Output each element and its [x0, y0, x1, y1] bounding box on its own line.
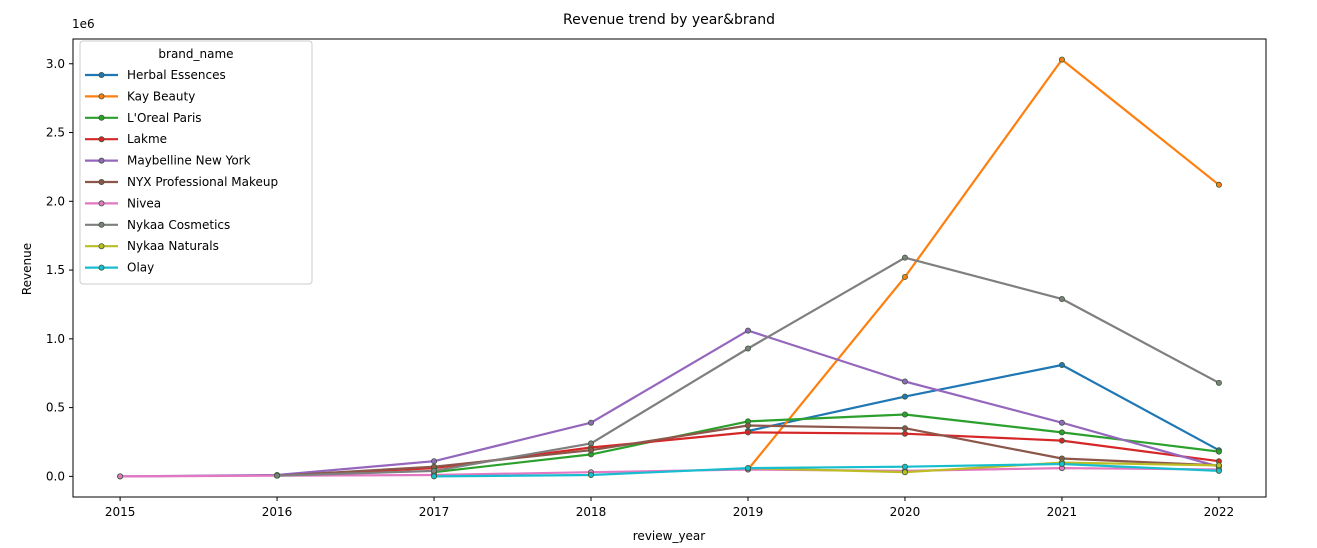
legend-label: Kay Beauty [127, 89, 195, 103]
y-tick-label: 1.0 [46, 332, 65, 346]
legend-items: Herbal Essences Kay Beauty L'Oreal Paris La… [85, 68, 278, 275]
data-point [744, 429, 751, 436]
legend-label: Nivea [127, 196, 161, 210]
x-tick-label: 2021 [1047, 505, 1078, 519]
data-point [1058, 460, 1065, 467]
data-point [901, 393, 908, 400]
legend-label: L'Oreal Paris [127, 111, 202, 125]
data-point [901, 411, 908, 418]
data-point [1058, 295, 1065, 302]
data-point [1058, 419, 1065, 426]
data-point [901, 430, 908, 437]
data-point [1058, 429, 1065, 436]
legend-marker [98, 178, 105, 185]
series-line-nykaa-naturals [747, 461, 1219, 474]
data-point [901, 378, 908, 385]
series-nykaa-cosmetics [274, 254, 1222, 479]
y-axis-offset-label: 1e6 [72, 17, 95, 31]
data-point [901, 463, 908, 470]
data-point [1215, 462, 1222, 469]
data-point [274, 472, 281, 479]
legend-marker [98, 243, 105, 250]
legend-box [79, 40, 313, 285]
legend-label: NYX Professional Makeup [127, 175, 278, 189]
y-tick-label: 2.0 [46, 194, 65, 208]
data-point [1215, 448, 1222, 455]
x-axis: 2015 2016 2017 2018 2019 2020 2021 2022 [105, 497, 1234, 519]
x-axis-label: review_year [633, 529, 706, 543]
x-tick-label: 2020 [890, 505, 921, 519]
legend-title: brand_name [158, 47, 233, 61]
legend-marker [98, 72, 105, 79]
data-point [744, 327, 751, 334]
legend-marker [98, 93, 105, 100]
data-point [901, 425, 908, 432]
plot-area: 2015 2016 2017 2018 2019 2020 2021 2022 0.0 0.5 1… [46, 38, 1267, 519]
legend-marker [98, 264, 105, 271]
data-point [588, 447, 595, 454]
legend-label: Olay [127, 261, 154, 275]
legend: brand_name Herbal Essences Kay Beauty L'Or… [79, 40, 313, 285]
x-tick-label: 2022 [1204, 505, 1235, 519]
x-tick-label: 2015 [105, 505, 136, 519]
data-point [744, 422, 751, 429]
legend-marker [98, 136, 105, 143]
legend-label: Nykaa Cosmetics [127, 218, 230, 232]
legend-label: Nykaa Naturals [127, 239, 219, 253]
data-point [588, 419, 595, 426]
legend-marker [98, 221, 105, 228]
data-point [1215, 379, 1222, 386]
x-tick-label: 2019 [733, 505, 764, 519]
axes-frame [72, 38, 1267, 498]
data-point [588, 440, 595, 447]
data-point [1058, 437, 1065, 444]
legend-marker [98, 114, 105, 121]
legend-label: Herbal Essences [127, 68, 226, 82]
x-tick-label: 2018 [576, 505, 607, 519]
data-point [1058, 361, 1065, 368]
series-line-maybelline-new-york [120, 329, 1220, 478]
data-point [431, 467, 438, 474]
data-point [1058, 56, 1065, 63]
legend-marker [98, 157, 105, 164]
y-tick-label: 1.5 [46, 263, 65, 277]
series-line-l-oreal-paris [433, 413, 1220, 474]
y-tick-label: 0.5 [46, 401, 65, 415]
y-tick-label: 3.0 [46, 57, 65, 71]
data-point [588, 471, 595, 478]
legend-label: Lakme [127, 132, 167, 146]
y-axis: 0.0 0.5 1.0 1.5 2.0 2.5 3.0 [46, 57, 73, 483]
y-axis-label: Revenue [20, 243, 34, 295]
series-layer [117, 56, 1222, 480]
chart-title: Revenue trend by year&brand [563, 12, 775, 28]
y-tick-label: 2.5 [46, 126, 65, 140]
data-point [1215, 467, 1222, 474]
data-point [744, 345, 751, 352]
data-point [117, 473, 124, 480]
series-line-herbal-essences [747, 363, 1220, 452]
series-olay [431, 460, 1222, 480]
data-point [901, 254, 908, 261]
series-line-kay-beauty [747, 58, 1220, 471]
data-point [744, 465, 751, 472]
x-tick-label: 2016 [262, 505, 293, 519]
x-tick-label: 2017 [419, 505, 450, 519]
data-point [901, 469, 908, 476]
data-point [1215, 181, 1222, 188]
data-point [431, 473, 438, 480]
legend-label: Maybelline New York [127, 154, 251, 168]
data-point [901, 273, 908, 280]
data-point [431, 458, 438, 465]
y-tick-label: 0.0 [46, 469, 65, 483]
legend-marker [98, 200, 105, 207]
series-line-olay [433, 462, 1219, 478]
